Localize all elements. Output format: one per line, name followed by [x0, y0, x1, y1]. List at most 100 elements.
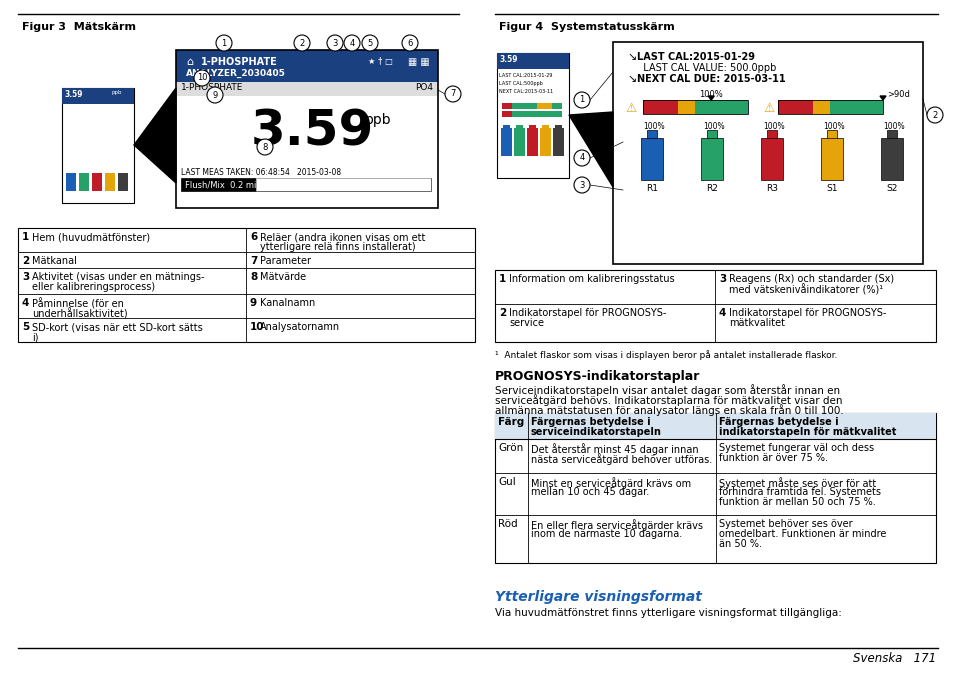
Bar — [497, 53, 568, 69]
Bar — [553, 128, 563, 156]
Bar — [778, 100, 882, 114]
Text: 4: 4 — [22, 298, 30, 308]
Text: Via huvudmätfönstret finns ytterligare visningsformat tillgängliga:: Via huvudmätfönstret finns ytterligare v… — [495, 608, 841, 618]
Bar — [175, 82, 437, 208]
Text: 100%: 100% — [702, 122, 724, 131]
Text: ↘: ↘ — [626, 74, 636, 84]
Text: 1-PHOSPHATE: 1-PHOSPHATE — [181, 83, 243, 92]
Text: LAST CAL:2015-01-29: LAST CAL:2015-01-29 — [498, 73, 552, 78]
Text: indikatorstapeln för mätkvalitet: indikatorstapeln för mätkvalitet — [719, 427, 896, 437]
Bar — [495, 413, 935, 563]
Circle shape — [327, 35, 343, 51]
Bar — [514, 128, 524, 156]
Text: Gul: Gul — [497, 477, 516, 487]
Text: Mätkanal: Mätkanal — [32, 256, 77, 266]
Text: ANALYZER_2030405: ANALYZER_2030405 — [186, 69, 286, 78]
Text: >90d: >90d — [886, 90, 909, 99]
Text: 2: 2 — [498, 308, 506, 318]
Bar — [826, 130, 836, 140]
Bar — [175, 50, 437, 208]
Text: Ytterligare visningsformat: Ytterligare visningsformat — [495, 590, 701, 604]
Text: ppb: ppb — [112, 90, 122, 95]
Text: förhindra framtida fel. Systemets: förhindra framtida fel. Systemets — [719, 487, 880, 497]
Polygon shape — [879, 96, 885, 100]
Bar — [66, 173, 76, 191]
Text: ★ † □: ★ † □ — [368, 57, 393, 66]
Text: med vätskenivåindikatorer (%)¹: med vätskenivåindikatorer (%)¹ — [728, 284, 882, 295]
Text: Systemet måste ses över för att: Systemet måste ses över för att — [719, 477, 876, 489]
Text: serviceåtgärd behövs. Indikatorstaplarna för mätkvalitet visar den: serviceåtgärd behövs. Indikatorstaplarna… — [495, 394, 841, 406]
Text: Figur 3  Mätskärm: Figur 3 Mätskärm — [22, 22, 136, 32]
Text: 6: 6 — [250, 232, 257, 242]
Text: 7: 7 — [250, 256, 257, 266]
Text: Analysatornamn: Analysatornamn — [260, 322, 340, 332]
Bar — [501, 111, 512, 117]
Polygon shape — [568, 112, 613, 187]
Text: 1-PHOSPHATE: 1-PHOSPHATE — [201, 57, 277, 67]
Text: Flush/Mix  0.2 min: Flush/Mix 0.2 min — [185, 180, 261, 189]
Bar — [529, 125, 536, 128]
Text: NEXT CAL:2015-03-11: NEXT CAL:2015-03-11 — [498, 89, 553, 94]
Bar — [778, 100, 795, 114]
Text: S1: S1 — [825, 184, 837, 193]
Text: än 50 %.: än 50 %. — [719, 539, 761, 549]
Bar — [642, 100, 659, 114]
Text: serviceindikatorstapeln: serviceindikatorstapeln — [531, 427, 661, 437]
Text: 10: 10 — [196, 73, 207, 83]
Bar — [175, 82, 437, 96]
Text: 2: 2 — [299, 38, 304, 48]
Circle shape — [294, 35, 310, 51]
Bar — [646, 130, 657, 140]
Bar — [847, 100, 864, 114]
Bar — [642, 100, 747, 114]
Bar — [541, 125, 548, 128]
Text: PO4: PO4 — [415, 83, 433, 92]
Text: inom de närmaste 10 dagarna.: inom de närmaste 10 dagarna. — [531, 529, 681, 539]
Text: 5: 5 — [367, 38, 373, 48]
Text: 4: 4 — [578, 153, 584, 162]
Text: eller kalibreringsprocess): eller kalibreringsprocess) — [32, 282, 155, 292]
Polygon shape — [707, 96, 714, 100]
Text: 4: 4 — [719, 308, 725, 318]
Text: ⚠: ⚠ — [762, 102, 774, 115]
Text: mätkvalitet: mätkvalitet — [728, 318, 784, 328]
Text: 8: 8 — [262, 143, 268, 151]
Text: 1: 1 — [578, 96, 584, 104]
Bar — [695, 100, 712, 114]
Circle shape — [926, 107, 942, 123]
Text: Påminnelse (för en: Påminnelse (för en — [32, 298, 124, 310]
Text: 100%: 100% — [642, 122, 664, 131]
Text: 3: 3 — [22, 272, 30, 282]
Text: 1: 1 — [22, 232, 30, 242]
Bar — [613, 42, 923, 264]
Text: 4: 4 — [349, 38, 355, 48]
Bar — [659, 100, 678, 114]
Text: ppb: ppb — [365, 113, 392, 127]
Circle shape — [574, 92, 589, 108]
Text: LAST CAL:2015-01-29: LAST CAL:2015-01-29 — [637, 52, 754, 62]
Text: R2: R2 — [705, 184, 718, 193]
Bar — [62, 88, 133, 104]
Text: Färgernas betydelse i: Färgernas betydelse i — [531, 417, 650, 427]
Text: i): i) — [32, 332, 38, 342]
Text: Serviceindikatorstapeln visar antalet dagar som återstår innan en: Serviceindikatorstapeln visar antalet da… — [495, 384, 840, 396]
Bar — [255, 178, 431, 191]
Bar — [795, 100, 812, 114]
Text: Mätvärde: Mätvärde — [260, 272, 306, 282]
Text: LAST MEAS TAKEN: 06:48:54   2015-03-08: LAST MEAS TAKEN: 06:48:54 2015-03-08 — [181, 168, 341, 177]
Bar — [495, 413, 935, 439]
Text: 5: 5 — [22, 322, 30, 332]
Text: 6: 6 — [407, 38, 413, 48]
Bar — [864, 100, 882, 114]
Text: underhållsaktivitet): underhållsaktivitet) — [32, 308, 128, 320]
Circle shape — [444, 86, 460, 102]
Text: 3.59: 3.59 — [65, 90, 84, 99]
Text: 100%: 100% — [882, 122, 903, 131]
Bar — [500, 128, 512, 156]
Bar — [62, 88, 133, 203]
Text: 3: 3 — [719, 274, 725, 284]
Bar — [495, 270, 935, 342]
Circle shape — [256, 139, 273, 155]
Text: SD-kort (visas när ett SD-kort sätts: SD-kort (visas när ett SD-kort sätts — [32, 322, 203, 332]
Text: Reagens (Rx) och standarder (Sx): Reagens (Rx) och standarder (Sx) — [728, 274, 893, 284]
